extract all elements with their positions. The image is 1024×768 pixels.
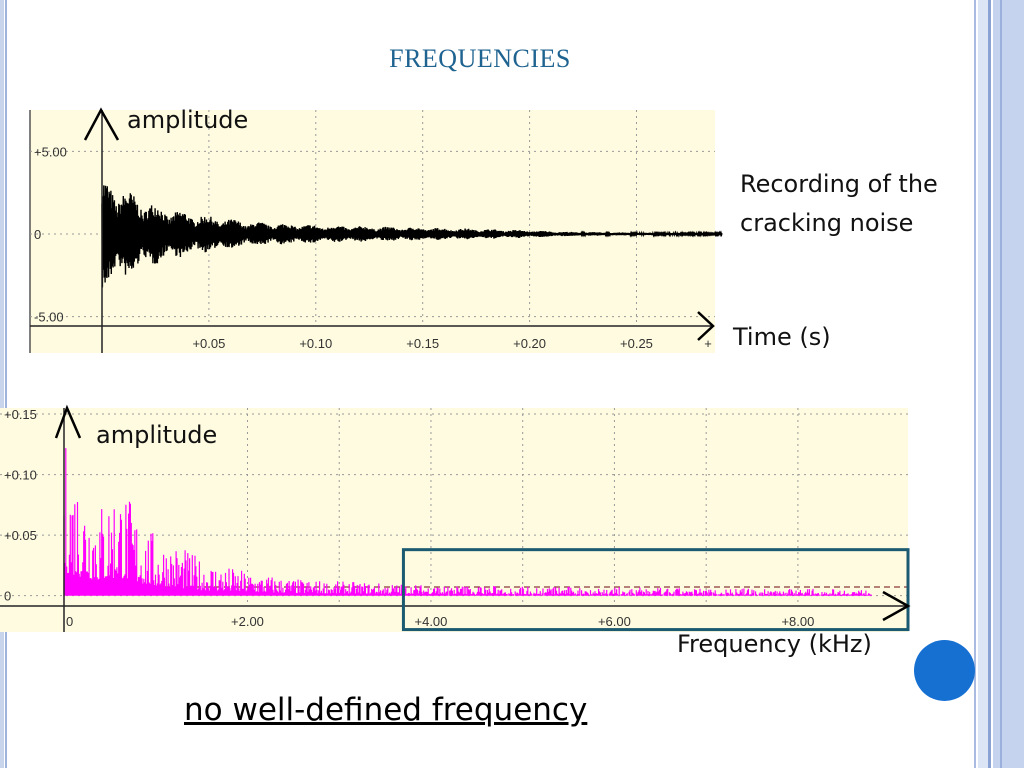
spectrum-amplitude-arrow (54, 404, 82, 439)
left-border-line (5, 0, 7, 768)
left-border-stripe (0, 0, 4, 768)
right-border-stripe (978, 0, 988, 768)
time-chart-ticks: +0.05 +0.10 +0.15 +0.20 +0.25 + +5.00 0 -5.00 (34, 144, 712, 351)
recording-caption-line-2: cracking noise (740, 209, 914, 237)
amplitude-tick-label: -5.00 (34, 310, 64, 325)
frequency-chart: 0 +2.00 +4.00 +6.00 +8.00 +0.15 +0.10 +0.05 0 (0, 404, 911, 632)
time-signal-trace (101, 185, 723, 288)
right-border-band (993, 0, 1024, 768)
slide-title: FREQUENCIES (389, 44, 571, 73)
conclusion-text: no well-defined frequency (184, 692, 588, 728)
spectrum-tick-label: +0.15 (4, 407, 37, 422)
spectrum-tick-label: +0.05 (4, 528, 37, 543)
recording-caption-line-1: Recording of the (740, 170, 938, 198)
amplitude-tick-label: +5.00 (34, 144, 67, 159)
right-border-decoration (974, 0, 1024, 768)
right-border-line (974, 0, 976, 768)
frequency-chart-ticks: 0 +2.00 +4.00 +6.00 +8.00 +0.15 +0.10 +0.05 0 (4, 407, 814, 629)
amplitude-axis-arrow (83, 107, 120, 141)
left-border-decoration (0, 0, 12, 768)
time-amplitude-label: amplitude (127, 106, 249, 134)
decorative-blue-dot (914, 640, 975, 701)
frequency-tick-label: +2.00 (231, 614, 264, 629)
spectrum-tick-label: +0.10 (4, 468, 37, 483)
time-tick-label: +0.25 (620, 336, 653, 351)
frequency-axis-arrow (882, 590, 911, 622)
frequency-tick-label: +4.00 (415, 614, 448, 629)
frequency-tick-label: 0 (66, 614, 73, 629)
high-frequency-highlight-box (401, 548, 910, 632)
right-border-line (988, 0, 991, 768)
frequency-tick-label: +6.00 (598, 614, 631, 629)
amplitude-tick-label: 0 (34, 227, 41, 242)
time-chart: +0.05 +0.10 +0.15 +0.20 +0.25 + +5.00 0 -5.00 (29, 107, 723, 353)
time-tick-label: +0.20 (513, 336, 546, 351)
time-tick-label: +0.10 (299, 336, 332, 351)
time-tick-label: +0.15 (406, 336, 439, 351)
time-signal-line (101, 185, 723, 288)
time-axis-label: Time (s) (733, 323, 831, 351)
spectrum-tick-label: 0 (4, 589, 11, 604)
time-tick-label: + (704, 336, 712, 351)
frequency-axis-label: Frequency (kHz) (677, 630, 872, 658)
right-border-line (1000, 0, 1002, 768)
time-axis-arrow (697, 311, 715, 341)
frequency-tick-label: +8.00 (781, 614, 814, 629)
time-tick-label: +0.05 (192, 336, 225, 351)
spectrum-amplitude-label: amplitude (96, 421, 218, 449)
